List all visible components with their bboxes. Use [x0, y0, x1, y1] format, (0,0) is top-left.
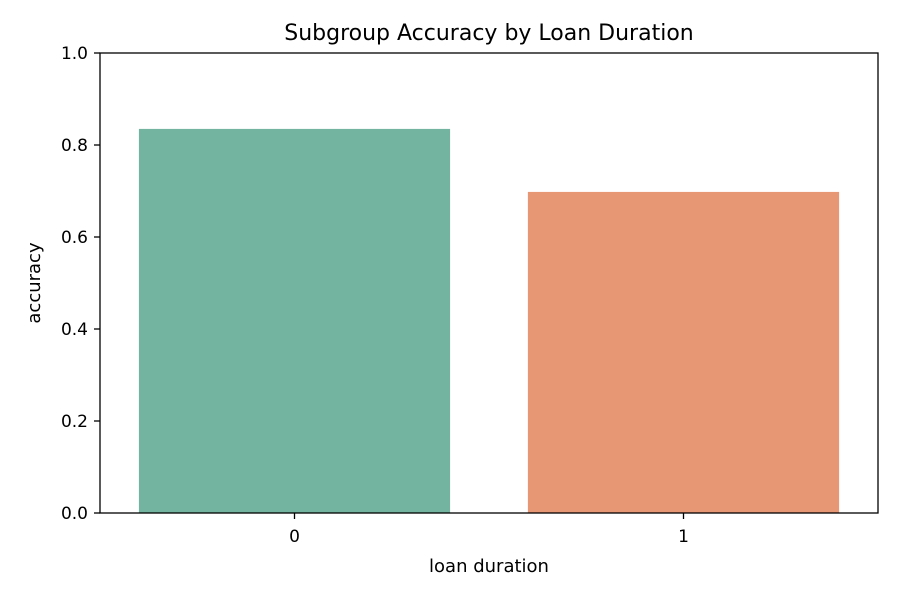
x-axis-label: loan duration	[429, 556, 549, 577]
y-tick-label: 0.4	[61, 320, 88, 340]
y-tick-label: 1.0	[61, 44, 88, 64]
chart-title: Subgroup Accuracy by Loan Duration	[284, 21, 693, 46]
y-axis-label: accuracy	[24, 242, 45, 324]
y-tick-label: 0.2	[61, 412, 88, 432]
bar-0	[138, 128, 451, 513]
bars-layer	[138, 128, 840, 514]
x-tick-label: 1	[678, 527, 689, 547]
y-tick-label: 0.6	[61, 228, 88, 248]
plot-frame	[99, 52, 879, 514]
y-tick-label: 0.0	[61, 504, 88, 524]
bar-1	[527, 191, 840, 514]
y-axis-ticks: 0.0 0.2 0.4 0.6 0.8 1.0	[61, 44, 100, 524]
y-tick-label: 0.8	[61, 136, 88, 156]
x-tick-label: 0	[289, 527, 300, 547]
